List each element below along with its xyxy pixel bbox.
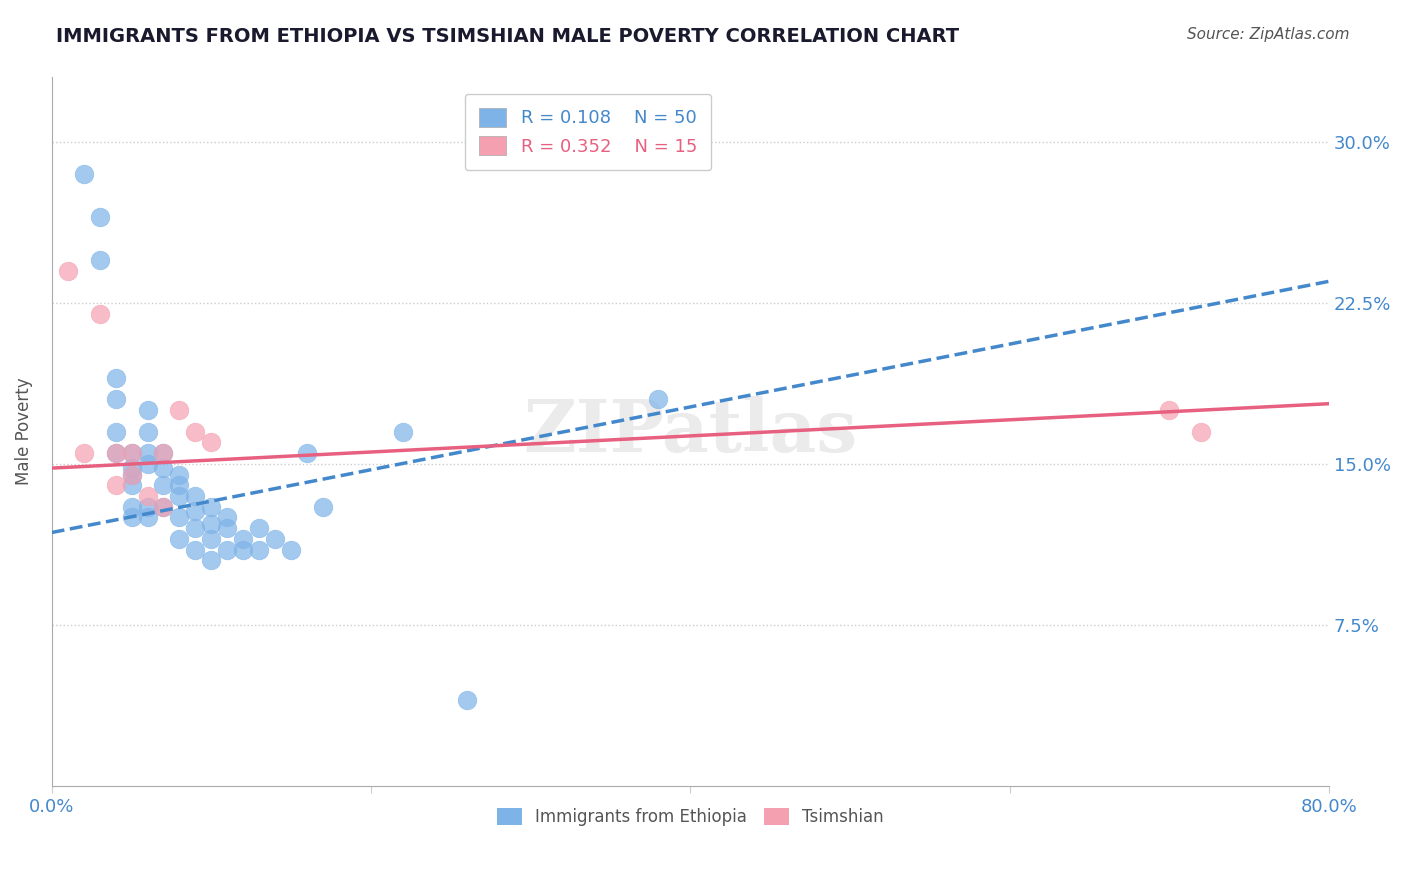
Point	[280, 542, 302, 557]
Point	[121, 467, 143, 482]
Y-axis label: Male Poverty: Male Poverty	[15, 378, 32, 485]
Point	[184, 504, 207, 518]
Point	[200, 553, 222, 567]
Point	[136, 489, 159, 503]
Point	[136, 425, 159, 439]
Point	[1159, 403, 1181, 417]
Point	[104, 371, 127, 385]
Point	[104, 425, 127, 439]
Point	[264, 532, 287, 546]
Point	[392, 425, 415, 439]
Point	[89, 210, 111, 224]
Point	[121, 467, 143, 482]
Point	[200, 516, 222, 531]
Point	[200, 435, 222, 450]
Point	[169, 478, 191, 492]
Point	[200, 500, 222, 514]
Point	[121, 478, 143, 492]
Point	[136, 446, 159, 460]
Point	[56, 263, 79, 277]
Point	[136, 403, 159, 417]
Point	[1189, 425, 1212, 439]
Legend: Immigrants from Ethiopia, Tsimshian: Immigrants from Ethiopia, Tsimshian	[488, 799, 891, 834]
Point	[169, 403, 191, 417]
Point	[232, 532, 254, 546]
Point	[217, 521, 239, 535]
Point	[73, 446, 96, 460]
Point	[184, 521, 207, 535]
Point	[456, 693, 478, 707]
Point	[89, 252, 111, 267]
Point	[247, 542, 270, 557]
Point	[169, 532, 191, 546]
Point	[121, 461, 143, 475]
Text: ZIPatlas: ZIPatlas	[523, 396, 858, 467]
Point	[152, 478, 174, 492]
Point	[104, 446, 127, 460]
Point	[217, 542, 239, 557]
Text: IMMIGRANTS FROM ETHIOPIA VS TSIMSHIAN MALE POVERTY CORRELATION CHART: IMMIGRANTS FROM ETHIOPIA VS TSIMSHIAN MA…	[56, 27, 959, 45]
Point	[184, 542, 207, 557]
Point	[121, 510, 143, 524]
Point	[104, 392, 127, 407]
Point	[152, 500, 174, 514]
Point	[152, 446, 174, 460]
Point	[295, 446, 318, 460]
Point	[104, 446, 127, 460]
Point	[169, 510, 191, 524]
Point	[152, 500, 174, 514]
Point	[184, 489, 207, 503]
Point	[647, 392, 669, 407]
Point	[89, 307, 111, 321]
Point	[152, 446, 174, 460]
Point	[121, 500, 143, 514]
Point	[200, 532, 222, 546]
Point	[136, 500, 159, 514]
Point	[136, 457, 159, 471]
Point	[169, 489, 191, 503]
Point	[312, 500, 335, 514]
Point	[169, 467, 191, 482]
Point	[73, 167, 96, 181]
Point	[104, 478, 127, 492]
Point	[121, 446, 143, 460]
Point	[184, 425, 207, 439]
Text: Source: ZipAtlas.com: Source: ZipAtlas.com	[1187, 27, 1350, 42]
Point	[247, 521, 270, 535]
Point	[121, 446, 143, 460]
Point	[152, 461, 174, 475]
Point	[232, 542, 254, 557]
Point	[136, 510, 159, 524]
Point	[217, 510, 239, 524]
